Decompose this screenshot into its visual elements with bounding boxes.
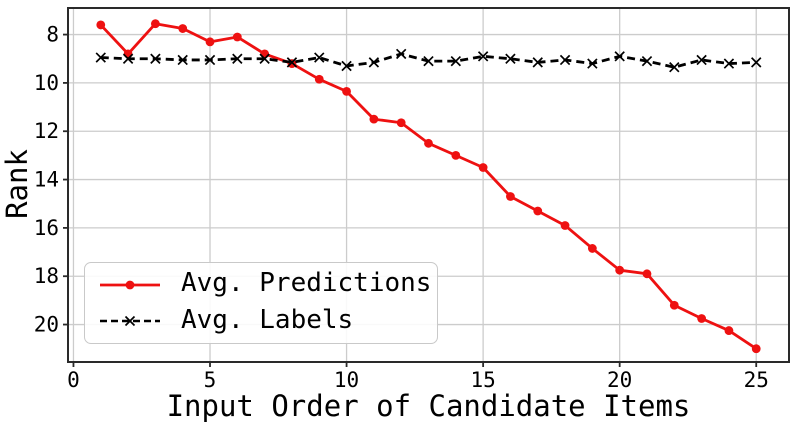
y-tick-label: 20	[34, 313, 59, 337]
legend-solid-line-dot-sample	[100, 280, 160, 290]
y-tick-label: 10	[34, 71, 59, 95]
y-tick-label: 12	[34, 119, 59, 143]
y-tick-label: 14	[34, 168, 59, 192]
legend-entry-avg-labels: Avg. Labels	[97, 307, 437, 336]
legend: Avg. Predictions Avg. Labels	[84, 262, 438, 344]
x-tick-label: 25	[744, 368, 769, 392]
y-tick-label: 16	[34, 216, 59, 240]
x-tick-label: 15	[470, 368, 495, 392]
y-tick-label: 18	[34, 264, 59, 288]
x-tick-label: 0	[67, 368, 80, 392]
legend-label-avg-labels: Avg. Labels	[181, 304, 354, 335]
legend-entry-avg-predictions: Avg. Predictions	[97, 270, 437, 299]
x-tick-label: 20	[607, 368, 632, 392]
x-tick-label: 5	[204, 368, 217, 392]
series-markers-0	[96, 19, 761, 354]
y-tick-label: 8	[46, 23, 59, 47]
legend-label-avg-predictions: Avg. Predictions	[181, 268, 432, 299]
tick-marks	[63, 33, 758, 367]
series-markers-1	[95, 48, 762, 73]
x-tick-label: 10	[334, 368, 359, 392]
legend-dashed-line-x-sample	[100, 316, 160, 327]
tick-labels: 0 5 10 15 20 25 8 10 12 14 16 18 20	[34, 23, 769, 392]
plot-spines	[67, 7, 790, 363]
y-axis-label: Rank	[0, 149, 34, 219]
x-axis-label: Input Order of Candidate Items	[166, 389, 691, 423]
